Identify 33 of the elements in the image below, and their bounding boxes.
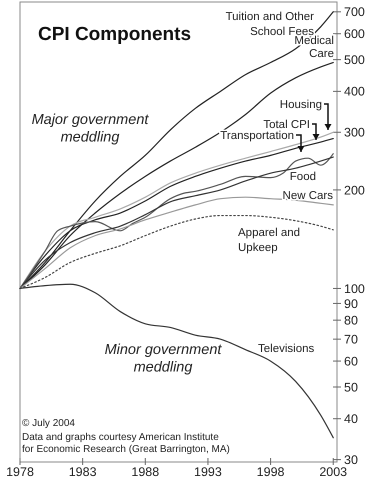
series-label: Food [290, 171, 316, 183]
y-tick-label: 60 [344, 354, 358, 368]
y-tick-label: 200 [344, 183, 365, 198]
y-tick-label: 70 [344, 332, 358, 347]
x-tick-label: 2003 [319, 465, 348, 479]
y-tick-label: 400 [344, 84, 365, 99]
x-tick-label: 1978 [6, 465, 34, 479]
x-tick-label: 1983 [68, 465, 97, 479]
series-label: Transportation [220, 130, 294, 142]
y-tick-label: 100 [344, 282, 365, 296]
y-tick-label: 700 [344, 5, 365, 20]
y-tick-label: 50 [344, 380, 358, 394]
annotation: Minor government meddling [104, 342, 222, 376]
y-tick-label: 30 [344, 452, 358, 467]
annotation: © July 2004 [22, 418, 76, 429]
y-tick-label: 600 [344, 27, 365, 42]
x-tick-label: 1998 [256, 465, 285, 479]
y-tick-label: 40 [344, 412, 358, 426]
series-label: Total CPI [263, 119, 310, 131]
y-tick-label: 300 [344, 126, 365, 140]
annotation: Major government meddling [32, 112, 150, 146]
series-label: Apparel and Upkeep [238, 227, 300, 254]
y-tick-label: 90 [344, 296, 358, 311]
series-label: Televisions [258, 343, 314, 355]
text: Housing [280, 99, 322, 111]
y-tick-label: 500 [344, 53, 365, 68]
x-tick-label: 1988 [131, 465, 160, 479]
text: CPI Components [38, 24, 192, 45]
y-tick-label: 80 [344, 314, 358, 328]
x-tick-label: 1993 [194, 465, 222, 479]
line-series [19, 214, 334, 290]
series-label: New Cars [282, 190, 334, 202]
annotation: Data and graphs courtesy American Institute for Economic Research (Great Barrington, MA) [22, 432, 230, 455]
